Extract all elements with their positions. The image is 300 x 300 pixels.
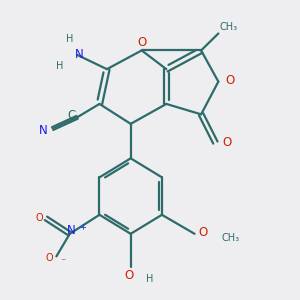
Text: H: H (146, 274, 154, 284)
Text: O: O (137, 36, 146, 49)
Text: CH₃: CH₃ (220, 22, 238, 32)
Text: N: N (38, 124, 47, 136)
Text: O: O (46, 253, 53, 263)
Text: O: O (124, 269, 134, 283)
Text: O: O (225, 74, 234, 87)
Text: N: N (75, 48, 84, 62)
Text: CH₃: CH₃ (221, 233, 239, 243)
Text: +: + (79, 223, 86, 232)
Text: H: H (56, 61, 63, 71)
Text: O: O (198, 226, 207, 239)
Text: O: O (222, 136, 231, 149)
Text: O: O (35, 213, 43, 223)
Text: N: N (67, 224, 76, 237)
Text: C: C (68, 109, 76, 122)
Text: H: H (66, 34, 74, 44)
Text: ⁻: ⁻ (60, 257, 65, 267)
